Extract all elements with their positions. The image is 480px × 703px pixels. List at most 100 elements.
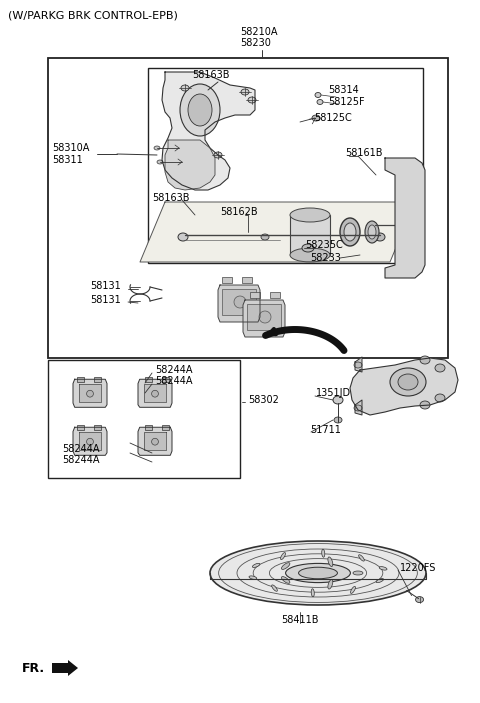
Polygon shape bbox=[79, 432, 101, 450]
Polygon shape bbox=[144, 432, 166, 450]
Ellipse shape bbox=[340, 218, 360, 246]
Bar bbox=[250, 292, 260, 298]
Ellipse shape bbox=[435, 394, 445, 402]
Ellipse shape bbox=[368, 225, 376, 239]
Text: 58230: 58230 bbox=[240, 38, 271, 48]
Polygon shape bbox=[218, 285, 260, 322]
Ellipse shape bbox=[188, 94, 212, 126]
Ellipse shape bbox=[333, 396, 343, 404]
Ellipse shape bbox=[281, 576, 290, 583]
Ellipse shape bbox=[286, 563, 350, 583]
Polygon shape bbox=[138, 379, 172, 407]
Bar bbox=[162, 377, 169, 382]
Ellipse shape bbox=[416, 597, 423, 602]
Ellipse shape bbox=[435, 364, 445, 372]
Ellipse shape bbox=[252, 563, 260, 567]
Polygon shape bbox=[140, 202, 415, 262]
Polygon shape bbox=[73, 427, 107, 456]
Circle shape bbox=[86, 390, 94, 397]
Polygon shape bbox=[355, 357, 362, 372]
Text: 51711: 51711 bbox=[310, 425, 341, 435]
Text: 58244A: 58244A bbox=[62, 444, 99, 454]
Circle shape bbox=[259, 311, 271, 323]
Bar bbox=[77, 425, 84, 430]
Polygon shape bbox=[162, 72, 255, 190]
Text: 58235C: 58235C bbox=[305, 240, 343, 250]
Text: 58210A: 58210A bbox=[240, 27, 277, 37]
Polygon shape bbox=[144, 384, 166, 402]
Bar bbox=[222, 289, 256, 315]
Ellipse shape bbox=[390, 368, 426, 396]
Bar bbox=[94, 377, 101, 382]
Text: 58131: 58131 bbox=[90, 281, 121, 291]
Ellipse shape bbox=[248, 97, 256, 103]
Ellipse shape bbox=[376, 579, 384, 583]
Polygon shape bbox=[73, 379, 107, 407]
Text: 58244A: 58244A bbox=[155, 376, 192, 386]
Ellipse shape bbox=[281, 553, 286, 560]
Text: 58311: 58311 bbox=[52, 155, 83, 165]
Bar bbox=[48, 360, 240, 478]
Ellipse shape bbox=[290, 248, 330, 262]
Ellipse shape bbox=[180, 84, 220, 136]
Text: 58244A: 58244A bbox=[155, 365, 192, 375]
Polygon shape bbox=[165, 140, 215, 190]
Polygon shape bbox=[290, 215, 330, 255]
Ellipse shape bbox=[334, 417, 342, 423]
Ellipse shape bbox=[328, 557, 333, 567]
Ellipse shape bbox=[402, 256, 418, 268]
Text: 1220FS: 1220FS bbox=[400, 563, 436, 573]
Text: 58244A: 58244A bbox=[62, 455, 99, 465]
Ellipse shape bbox=[311, 589, 314, 597]
Text: 58314: 58314 bbox=[328, 85, 359, 95]
Ellipse shape bbox=[315, 93, 321, 98]
Text: (W/PARKG BRK CONTROL-EPB): (W/PARKG BRK CONTROL-EPB) bbox=[8, 10, 178, 20]
Ellipse shape bbox=[210, 541, 426, 605]
Text: 58163B: 58163B bbox=[152, 193, 190, 203]
Ellipse shape bbox=[354, 405, 362, 411]
Ellipse shape bbox=[354, 362, 362, 368]
Text: 58131: 58131 bbox=[90, 295, 121, 305]
Ellipse shape bbox=[312, 115, 320, 121]
Ellipse shape bbox=[398, 374, 418, 390]
Ellipse shape bbox=[249, 576, 257, 579]
Bar bbox=[94, 425, 101, 430]
Ellipse shape bbox=[420, 356, 430, 364]
Ellipse shape bbox=[379, 567, 387, 570]
Ellipse shape bbox=[154, 146, 160, 150]
Ellipse shape bbox=[178, 233, 188, 241]
Ellipse shape bbox=[290, 208, 330, 222]
Polygon shape bbox=[138, 427, 172, 456]
Polygon shape bbox=[79, 384, 101, 402]
Circle shape bbox=[86, 438, 94, 445]
Polygon shape bbox=[243, 300, 285, 337]
Text: 58310A: 58310A bbox=[52, 143, 89, 153]
Ellipse shape bbox=[302, 244, 314, 252]
Bar bbox=[290, 215, 330, 255]
Ellipse shape bbox=[353, 571, 363, 575]
Text: 58161B: 58161B bbox=[345, 148, 383, 158]
Bar bbox=[145, 425, 152, 430]
Ellipse shape bbox=[272, 585, 277, 591]
Ellipse shape bbox=[344, 223, 356, 241]
Polygon shape bbox=[355, 400, 362, 415]
Ellipse shape bbox=[214, 152, 222, 158]
Bar bbox=[270, 292, 280, 298]
Ellipse shape bbox=[328, 579, 333, 589]
Ellipse shape bbox=[406, 259, 414, 265]
Ellipse shape bbox=[322, 549, 325, 557]
Ellipse shape bbox=[317, 100, 323, 105]
Bar bbox=[222, 277, 232, 283]
Circle shape bbox=[234, 296, 246, 308]
Ellipse shape bbox=[281, 562, 290, 569]
Bar bbox=[145, 377, 152, 382]
Ellipse shape bbox=[241, 89, 249, 95]
Bar bbox=[77, 377, 84, 382]
Polygon shape bbox=[385, 158, 425, 278]
Circle shape bbox=[152, 438, 158, 445]
Ellipse shape bbox=[359, 555, 364, 561]
Text: 58163B: 58163B bbox=[192, 70, 229, 80]
Text: 58302: 58302 bbox=[248, 395, 279, 405]
Ellipse shape bbox=[261, 234, 269, 240]
Text: 58233: 58233 bbox=[310, 253, 341, 263]
